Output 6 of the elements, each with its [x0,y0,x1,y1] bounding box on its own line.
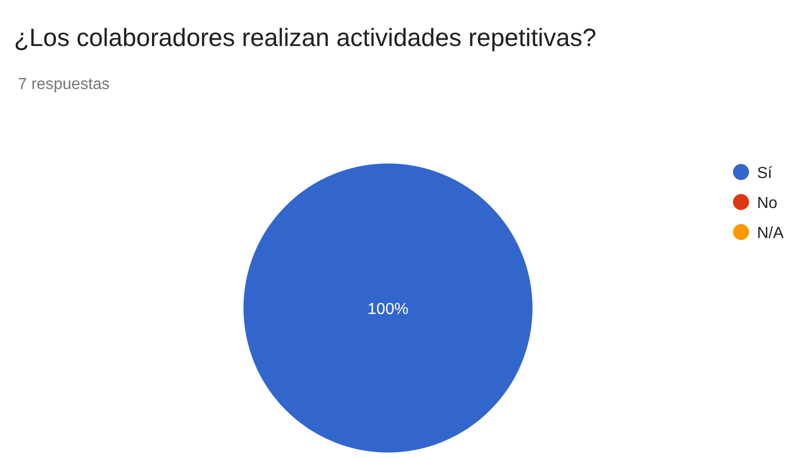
legend-label: No [757,195,778,212]
data-label: 100% [368,301,408,318]
chart-title: ¿Los colaboradores realizan actividades repetitivas? [14,24,596,52]
legend-label: N/A [757,225,784,242]
text: 7 respuestas [18,76,110,93]
legend-label: Sí [757,165,773,182]
